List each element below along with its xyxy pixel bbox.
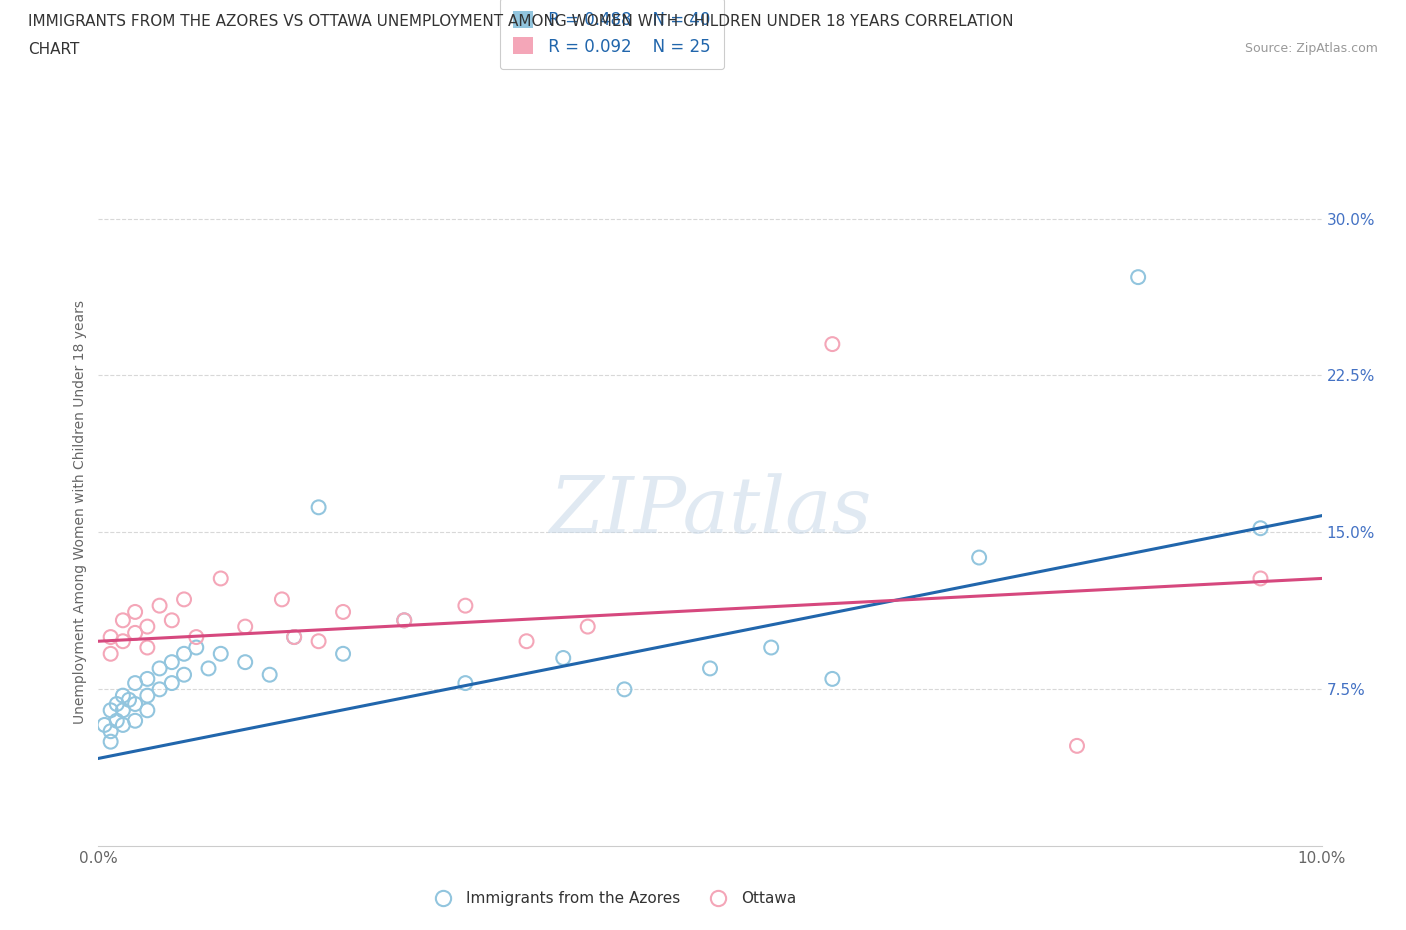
Point (149, 661, 172, 676)
Point (124, 604, 146, 619)
Point (392, 613, 416, 628)
Point (160, 676, 183, 691)
Point (173, 646, 195, 661)
Point (209, 571, 232, 586)
Point (124, 713, 146, 728)
Point (553, 651, 575, 666)
Point (233, 619, 256, 634)
Point (821, 337, 844, 352)
Point (197, 661, 219, 676)
Point (1128, 270, 1150, 285)
Point (118, 692, 141, 708)
Text: CHART: CHART (28, 42, 80, 57)
Point (149, 682, 172, 697)
Point (105, 697, 128, 711)
Point (967, 551, 990, 565)
Point (233, 655, 256, 670)
Point (186, 640, 208, 655)
Point (613, 682, 636, 697)
Point (259, 668, 281, 683)
Point (136, 640, 159, 655)
Point (160, 613, 183, 628)
Text: ZIPatlas: ZIPatlas (548, 473, 872, 550)
Point (124, 676, 146, 691)
Text: IMMIGRANTS FROM THE AZORES VS OTTAWA UNEMPLOYMENT AMONG WOMEN WITH CHILDREN UNDE: IMMIGRANTS FROM THE AZORES VS OTTAWA UNE… (28, 14, 1014, 29)
Point (308, 500, 330, 515)
Point (136, 703, 159, 718)
Point (160, 655, 183, 670)
Y-axis label: Unemployment Among Women with Children Under 18 years: Unemployment Among Women with Children U… (73, 299, 87, 724)
Point (111, 688, 134, 703)
Point (821, 671, 844, 686)
Point (186, 630, 208, 644)
Point (454, 676, 477, 691)
Point (124, 697, 146, 711)
Point (699, 661, 721, 676)
Text: Source: ZipAtlas.com: Source: ZipAtlas.com (1244, 42, 1378, 55)
Point (136, 619, 159, 634)
Point (111, 703, 134, 718)
Point (100, 630, 122, 644)
Point (332, 646, 354, 661)
Point (124, 626, 146, 641)
Point (100, 703, 122, 718)
Point (454, 598, 477, 613)
Point (392, 613, 416, 628)
Point (136, 671, 159, 686)
Point (100, 646, 122, 661)
Point (105, 713, 128, 728)
Point (100, 735, 122, 750)
Point (332, 604, 354, 619)
Point (173, 668, 195, 683)
Point (111, 634, 134, 649)
Point (209, 646, 232, 661)
Point (576, 619, 599, 634)
Point (136, 688, 159, 703)
Point (308, 634, 330, 649)
Point (100, 724, 122, 738)
Point (173, 592, 195, 607)
Legend: Immigrants from the Azores, Ottawa: Immigrants from the Azores, Ottawa (422, 885, 803, 912)
Point (1249, 571, 1271, 586)
Point (111, 718, 134, 733)
Point (111, 613, 134, 628)
Point (516, 634, 538, 649)
Point (149, 598, 172, 613)
Point (93, 718, 115, 733)
Point (283, 630, 305, 644)
Point (270, 592, 292, 607)
Point (1066, 738, 1088, 753)
Point (283, 630, 305, 644)
Point (1249, 521, 1271, 536)
Point (759, 640, 782, 655)
